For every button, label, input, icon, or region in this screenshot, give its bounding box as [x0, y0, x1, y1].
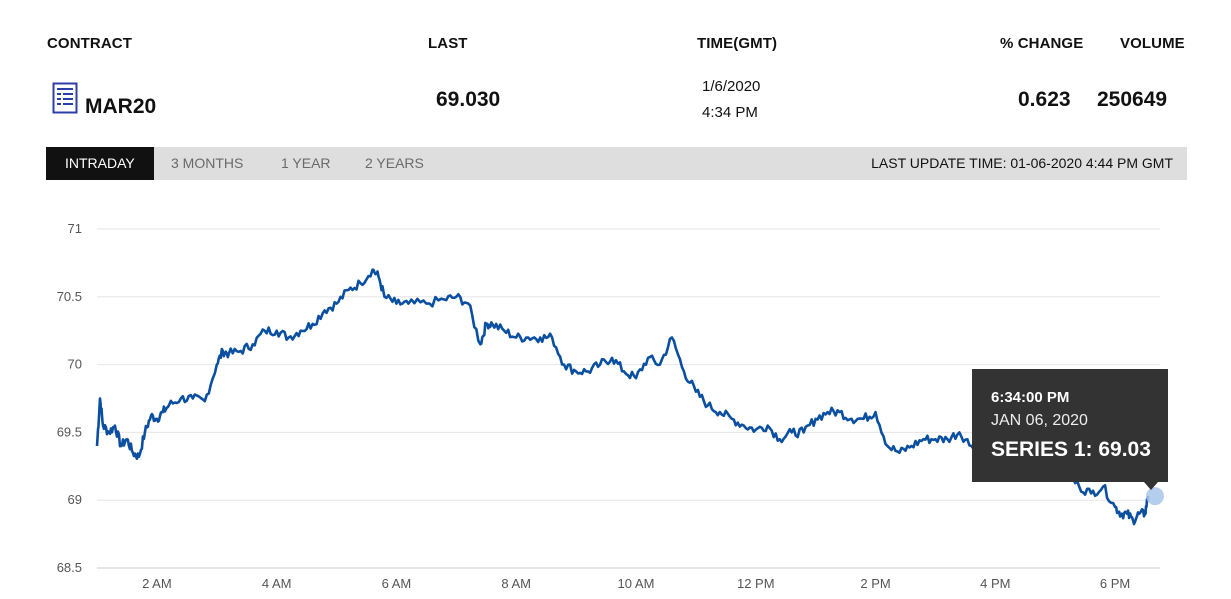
contract-value: MAR20: [85, 95, 157, 118]
x-tick-label: 6 AM: [382, 576, 412, 591]
x-tick-label: 2 PM: [860, 576, 890, 591]
contract-header: CONTRACT: [47, 35, 132, 52]
last-header: LAST: [428, 35, 468, 52]
tab-intraday[interactable]: INTRADAY: [46, 147, 154, 180]
y-tick-label: 71: [68, 221, 82, 236]
tab-2-years[interactable]: 2 YEARS: [365, 155, 424, 171]
last-update-time: LAST UPDATE TIME: 01-06-2020 4:44 PM GMT: [871, 155, 1173, 171]
y-tick-label: 70.5: [57, 289, 82, 304]
x-tick-label: 2 AM: [142, 576, 172, 591]
tooltip-time: 6:34:00 PM: [991, 389, 1070, 406]
x-tick-label: 6 PM: [1100, 576, 1130, 591]
x-tick-label: 10 AM: [618, 576, 655, 591]
y-tick-label: 69.5: [57, 424, 82, 439]
quote-time: 4:34 PM: [702, 104, 758, 121]
x-axis-ticks: 2 AM 4 AM 6 AM 8 AM 10 AM 12 PM 2 PM 4 PM 6 PM: [142, 576, 1130, 591]
tab-1-year[interactable]: 1 YEAR: [281, 155, 331, 171]
chart-tooltip: 6:34:00 PM JAN 06, 2020 SERIES 1: 69.03: [972, 369, 1168, 482]
intraday-chart[interactable]: 68.5 69 69.5 70 70.5 71 2 AM 4 AM 6 AM 8 AM 10 AM…: [0, 200, 1231, 599]
x-tick-label: 4 PM: [980, 576, 1010, 591]
tooltip-value: SERIES 1: 69.03: [991, 438, 1151, 461]
document-icon[interactable]: [52, 82, 78, 114]
change-header: % CHANGE: [1000, 35, 1084, 52]
quote-date: 1/6/2020: [702, 78, 761, 95]
change-value: 0.623: [1018, 88, 1071, 111]
x-tick-label: 4 AM: [262, 576, 292, 591]
x-tick-label: 8 AM: [501, 576, 531, 591]
y-tick-label: 68.5: [57, 560, 82, 575]
y-axis-ticks: 68.5 69 69.5 70 70.5 71: [57, 221, 82, 575]
volume-value: 250649: [1097, 88, 1168, 111]
tooltip-arrow: [1144, 482, 1158, 490]
range-tab-bar: INTRADAY 3 MONTHS 1 YEAR 2 YEARS LAST UP…: [46, 147, 1187, 180]
tooltip-date: JAN 06, 2020: [991, 412, 1088, 429]
y-tick-label: 70: [68, 357, 82, 372]
x-tick-label: 12 PM: [737, 576, 775, 591]
time-header: TIME(GMT): [697, 35, 778, 52]
series-1-hover-marker[interactable]: [1146, 487, 1165, 506]
volume-header: VOLUME: [1120, 35, 1185, 52]
tab-3-months[interactable]: 3 MONTHS: [171, 155, 244, 171]
last-value: 69.030: [436, 88, 501, 111]
y-tick-label: 69: [68, 492, 82, 507]
